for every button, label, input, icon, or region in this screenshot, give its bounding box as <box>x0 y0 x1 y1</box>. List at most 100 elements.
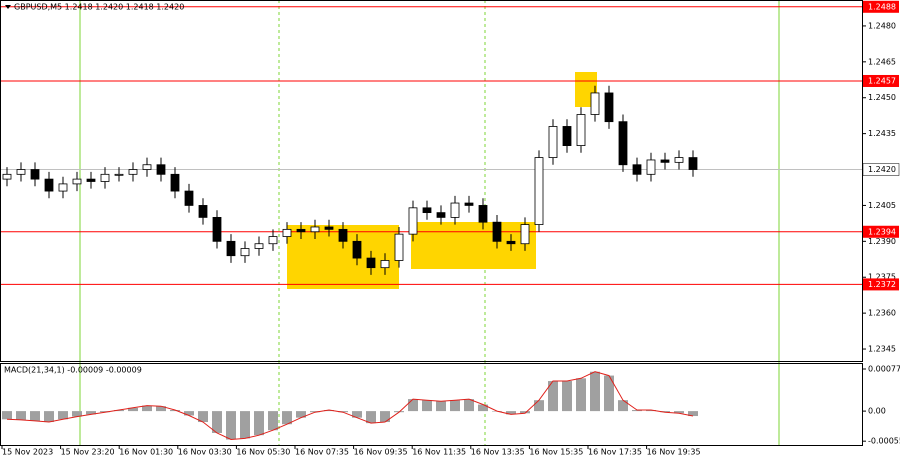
y-tick-label: 1.2465 <box>868 57 896 66</box>
histogram-bar <box>184 411 194 416</box>
histogram-bar <box>170 410 180 412</box>
candle-body <box>408 207 418 235</box>
candle-body <box>2 173 12 180</box>
y-tick-label: 1.2375 <box>868 273 896 282</box>
histogram-bar <box>44 411 54 423</box>
histogram-bar <box>478 404 488 412</box>
candle-body <box>198 205 208 218</box>
macd-title: MACD(21,34,1) -0.00009 -0.00009 <box>4 366 142 375</box>
candle-body <box>352 240 362 259</box>
histogram-bar <box>366 411 376 424</box>
candle-body <box>492 221 502 242</box>
candle-body <box>72 178 82 185</box>
candle-body <box>548 126 558 158</box>
histogram-bar <box>590 371 600 412</box>
candle-body <box>268 236 278 245</box>
histogram-bar <box>660 411 670 413</box>
y-tick-label: 1.2390 <box>868 237 896 246</box>
y-tick-label: 1.2450 <box>868 93 896 102</box>
histogram-bar <box>310 411 320 413</box>
candle-body <box>114 173 124 176</box>
histogram-bar <box>226 411 236 440</box>
menu-icon <box>5 5 11 9</box>
histogram-bar <box>576 378 586 412</box>
histogram-bar <box>198 411 208 423</box>
price-title: GBPUSD,M5 1.2418 1.2420 1.2418 1.2420 <box>14 3 184 12</box>
price-frame <box>0 0 863 362</box>
candle-body <box>674 157 684 163</box>
candle-body <box>338 228 348 242</box>
candle-body <box>16 169 26 175</box>
histogram-bar <box>2 411 12 420</box>
histogram-bar <box>422 400 432 412</box>
candle-body <box>366 257 376 269</box>
x-tick-label: 15 Nov 2023 <box>2 448 53 457</box>
x-tick-label: 16 Nov 13:35 <box>471 448 525 457</box>
candle-body <box>632 164 642 175</box>
histogram-bar <box>16 411 26 420</box>
candle-body <box>618 121 628 166</box>
candle-body <box>142 164 152 170</box>
histogram-bar <box>212 411 222 433</box>
candle-body <box>100 173 110 182</box>
histogram-bar <box>506 411 516 415</box>
candle-body <box>534 157 544 225</box>
candle-body <box>212 216 222 242</box>
candle-body <box>562 126 572 146</box>
histogram-bar <box>296 411 306 418</box>
histogram-bar <box>632 410 642 412</box>
candle-body <box>478 205 488 223</box>
histogram-bar <box>72 411 82 417</box>
candle-body <box>254 243 264 249</box>
macd-frame <box>0 363 863 446</box>
candle-body <box>688 157 698 170</box>
candle-body <box>464 202 474 206</box>
y-tick-label: 1.2360 <box>868 309 896 318</box>
histogram-bar <box>86 411 96 415</box>
histogram-bar <box>436 401 446 412</box>
histogram-bar <box>646 410 656 412</box>
histogram-bar <box>268 411 278 431</box>
candle-body <box>520 224 530 245</box>
candle-body <box>380 260 390 269</box>
x-tick-label: 16 Nov 05:30 <box>236 448 290 457</box>
y-tick-label: 1.2435 <box>868 129 896 138</box>
level-label: 1.2488 <box>868 2 896 11</box>
candle-body <box>44 178 54 192</box>
histogram-bar <box>128 407 138 412</box>
candle-body <box>282 228 292 237</box>
histogram-bar <box>408 399 418 412</box>
level-label: 1.2372 <box>868 280 896 289</box>
histogram-bar <box>674 411 684 414</box>
histogram-bar <box>30 411 40 421</box>
candle-body <box>590 92 600 115</box>
x-tick-label: 16 Nov 17:35 <box>588 448 642 457</box>
candle-body <box>506 240 516 245</box>
histogram-bar <box>100 411 110 413</box>
x-tick-label: 16 Nov 03:30 <box>178 448 232 457</box>
y-tick-label: 0.00 <box>868 407 886 416</box>
candle-body <box>436 212 446 218</box>
highlight-box <box>411 222 536 269</box>
level-tag <box>863 278 899 291</box>
candle-body <box>422 207 432 214</box>
signal-line <box>6 371 694 441</box>
candle-body <box>660 159 670 163</box>
candle-body <box>296 228 306 233</box>
level-label: 1.2394 <box>868 227 896 236</box>
x-tick-label: 16 Nov 09:35 <box>354 448 408 457</box>
y-tick-label: -0.00055 <box>868 437 900 446</box>
candle-body <box>58 183 68 192</box>
candle-body <box>394 233 404 261</box>
histogram-bar <box>282 411 292 425</box>
x-tick-label: 16 Nov 19:35 <box>647 448 701 457</box>
y-tick-label: 0.00077 <box>868 365 900 374</box>
histogram-bar <box>254 411 264 436</box>
y-tick-label: 1.2345 <box>868 345 896 354</box>
histogram-bar <box>338 411 348 413</box>
level-tag <box>863 225 899 238</box>
candle-body <box>604 92 614 123</box>
histogram-bar <box>352 411 362 418</box>
candle-body <box>184 190 194 206</box>
